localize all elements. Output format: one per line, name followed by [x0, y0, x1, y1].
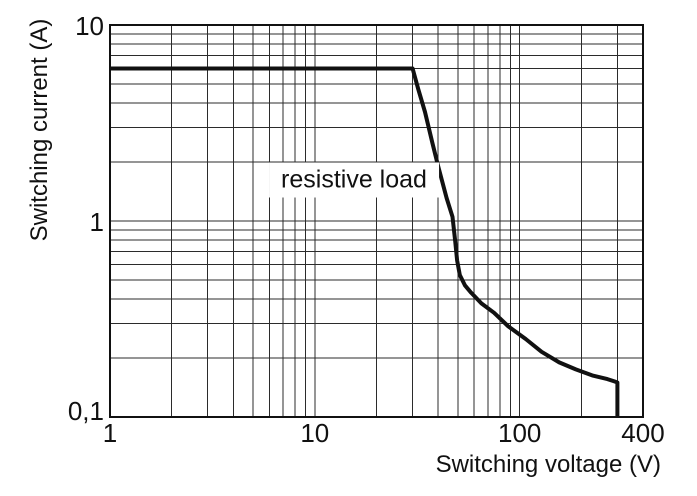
y-axis-title: Switching current (A): [26, 18, 53, 242]
x-tick-label: 400: [621, 418, 664, 448]
plot-border: [109, 24, 644, 418]
y-tick-label: 10: [75, 11, 104, 41]
y-tick-label: 0,1: [68, 396, 104, 426]
x-tick-label: 10: [300, 418, 329, 448]
x-axis-title: Switching voltage (V): [435, 451, 661, 478]
y-tick-label: 1: [90, 207, 104, 237]
x-tick-label: 1: [103, 418, 117, 448]
curve-annotation-label: resistive load: [269, 162, 439, 198]
data-curve: [110, 66, 620, 417]
x-tick-label: 100: [498, 418, 541, 448]
